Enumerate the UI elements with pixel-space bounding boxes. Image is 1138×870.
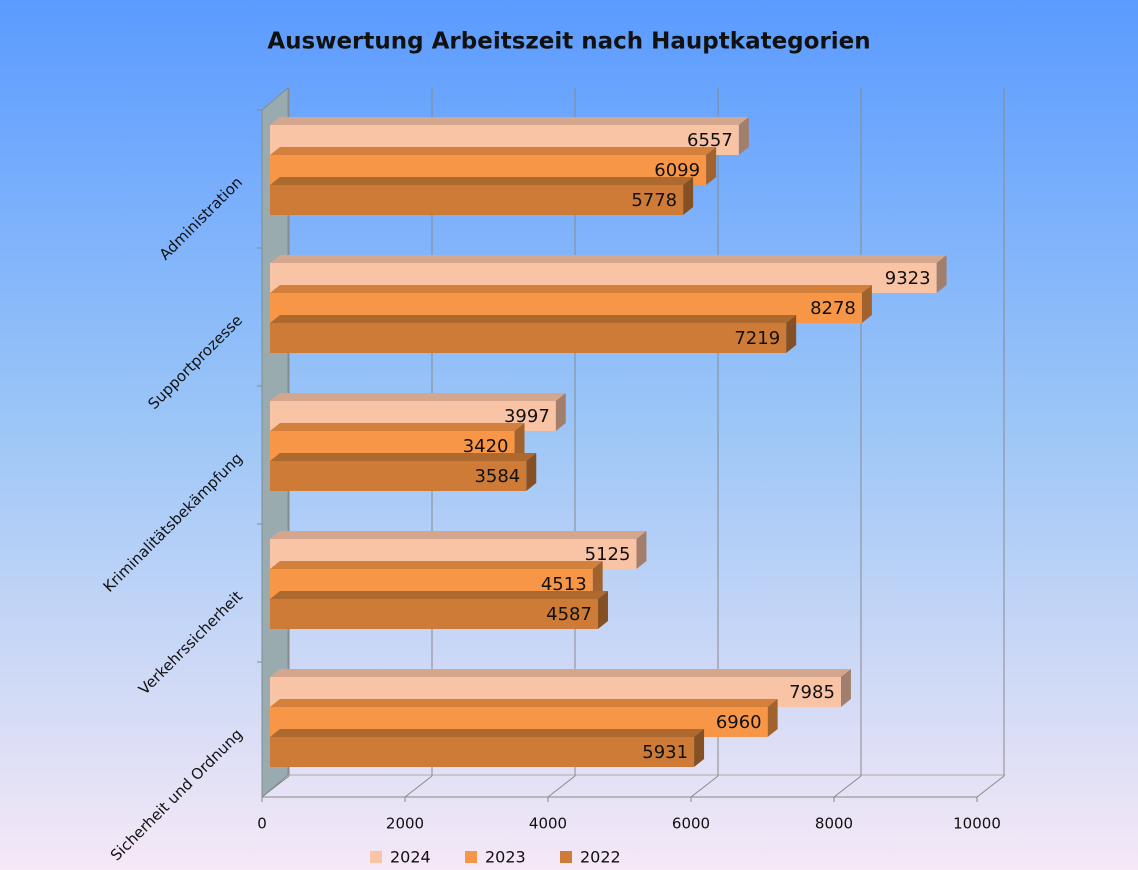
bar-top xyxy=(270,315,797,323)
bar-top xyxy=(270,729,705,737)
legend-swatch xyxy=(560,851,572,863)
bar-top xyxy=(270,255,947,263)
data-label: 7985 xyxy=(789,682,835,703)
bar-top xyxy=(270,561,603,569)
bar-side xyxy=(694,729,705,767)
grid-line-floor xyxy=(547,775,576,798)
bar-side xyxy=(861,285,872,323)
bar xyxy=(270,599,598,629)
bar-side xyxy=(636,531,647,569)
bar-side xyxy=(786,315,797,353)
bar-side xyxy=(597,591,608,629)
data-label: 3420 xyxy=(463,436,509,457)
legend-label: 2023 xyxy=(485,848,526,867)
data-label: 4513 xyxy=(541,574,587,595)
bar-side xyxy=(683,177,694,215)
x-tick-label: 6000 xyxy=(672,815,710,833)
bar-top xyxy=(270,117,749,125)
bar-side xyxy=(592,561,603,599)
x-tick-label: 0 xyxy=(257,815,267,833)
bar-side xyxy=(767,699,778,737)
bar xyxy=(270,461,527,491)
data-label: 5931 xyxy=(642,742,688,763)
data-label: 6557 xyxy=(687,130,733,151)
bar-side xyxy=(514,423,525,461)
grid-line-floor xyxy=(404,775,433,798)
legend-swatch xyxy=(465,851,477,863)
data-label: 3584 xyxy=(474,466,520,487)
grid-line-floor xyxy=(976,775,1005,798)
bar-top xyxy=(270,531,647,539)
data-label: 5778 xyxy=(631,190,677,211)
legend-label: 2024 xyxy=(390,848,431,867)
bar-side xyxy=(555,393,566,431)
x-tick-label: 2000 xyxy=(386,815,424,833)
data-label: 3997 xyxy=(504,406,550,427)
bar-side xyxy=(526,453,537,491)
bar-side xyxy=(706,147,717,185)
x-tick-label: 10000 xyxy=(953,815,1001,833)
bar-side xyxy=(936,255,947,293)
x-tick-label: 4000 xyxy=(529,815,567,833)
bar xyxy=(270,185,684,215)
x-tick-label: 8000 xyxy=(815,815,853,833)
bar-side xyxy=(738,117,749,155)
grid-line-floor xyxy=(833,775,862,798)
legend-label: 2022 xyxy=(580,848,621,867)
bar-top xyxy=(270,699,778,707)
grid-line-floor xyxy=(261,775,290,798)
data-label: 6960 xyxy=(716,712,762,733)
data-label: 7219 xyxy=(734,328,780,349)
data-label: 4587 xyxy=(546,604,592,625)
bar-top xyxy=(270,147,717,155)
bar-top xyxy=(270,423,525,431)
bar-side xyxy=(840,669,851,707)
bar-top xyxy=(270,177,694,185)
bar-top xyxy=(270,285,872,293)
data-label: 6099 xyxy=(654,160,700,181)
bar xyxy=(270,323,787,353)
bar-top xyxy=(270,393,566,401)
bar-top xyxy=(270,591,608,599)
bar-top xyxy=(270,669,851,677)
data-label: 8278 xyxy=(810,298,856,319)
grid-line-floor xyxy=(690,775,719,798)
bar-top xyxy=(270,453,537,461)
bar xyxy=(270,737,695,767)
chart-title: Auswertung Arbeitszeit nach Hauptkategor… xyxy=(267,29,870,55)
data-label: 9323 xyxy=(885,268,931,289)
data-label: 5125 xyxy=(585,544,631,565)
legend-swatch xyxy=(370,851,382,863)
